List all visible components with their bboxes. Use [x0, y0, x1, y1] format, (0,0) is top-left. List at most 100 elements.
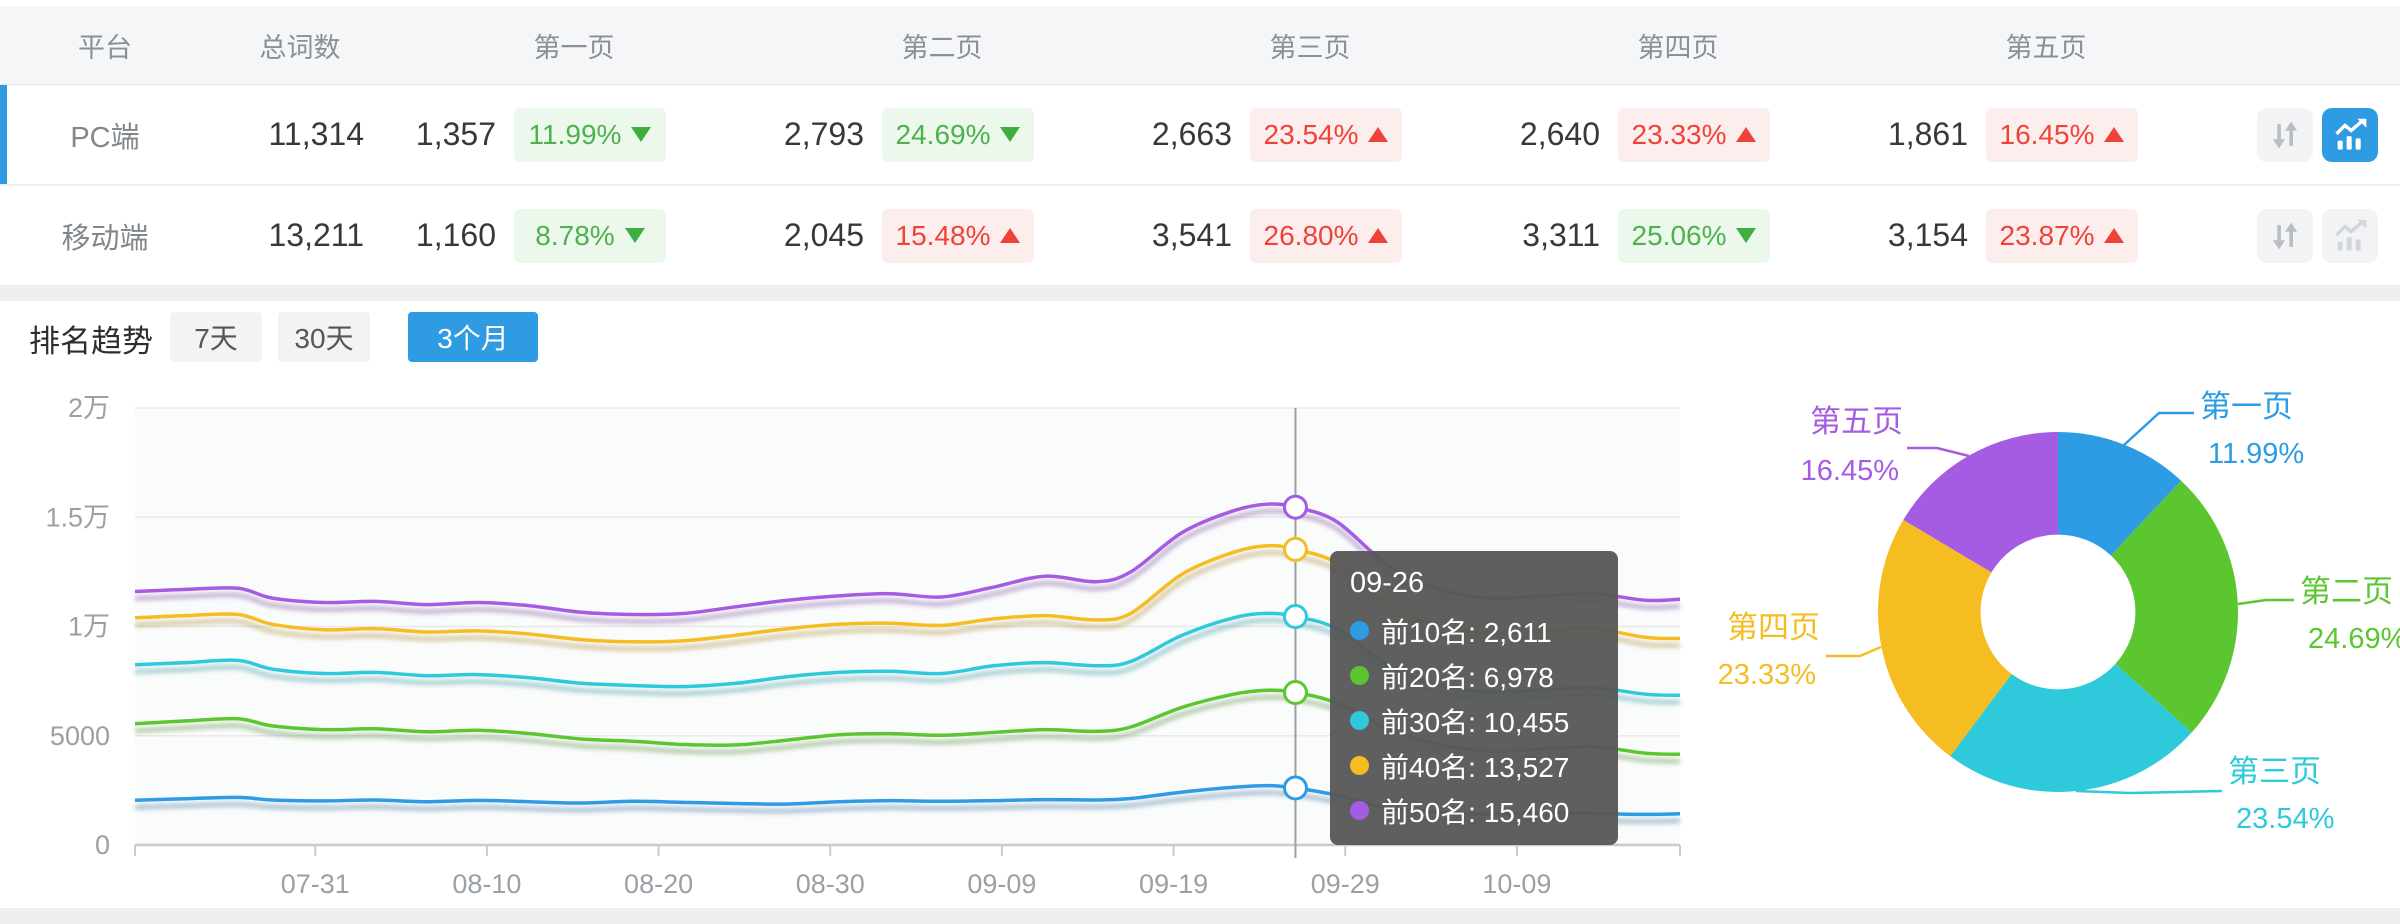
x-axis-label: 08-30 [796, 869, 865, 899]
table-row-mobile[interactable]: 移动端 13,211 1,160 8.78% 2,045 15.48% 3,541 26.80… [0, 186, 2400, 287]
tab-3m[interactable]: 3个月 [408, 312, 538, 362]
page-value: 3,311 [1522, 217, 1600, 253]
trend-chart-button[interactable] [2322, 208, 2378, 263]
pct-change-badge: 26.80% [1250, 208, 1402, 263]
label-leader-line [1826, 645, 1882, 658]
page-2-cell: 2,793 24.69% [758, 107, 1126, 162]
y-axis-label: 2万 [68, 393, 110, 423]
pct-value: 25.06% [1631, 219, 1727, 251]
header-cell-page-1: 第一页 [533, 32, 615, 63]
trend-title: 排名趋势 [29, 324, 153, 359]
pct-change-badge: 25.06% [1618, 208, 1770, 263]
x-axis-label: 07-31 [281, 869, 350, 899]
page-3-cell: 2,663 23.54% [1126, 107, 1494, 162]
page-value: 3,154 [1887, 217, 1968, 253]
platform-cell: 移动端 [61, 222, 149, 255]
donut-label-pct: 16.45% [1801, 455, 1899, 487]
arrow-up-icon [2104, 228, 2125, 243]
donut-slice-第四页[interactable] [1878, 519, 2012, 757]
y-axis-label: 1万 [68, 612, 110, 642]
pct-value: 24.69% [895, 118, 991, 150]
header-cell-page-2: 第二页 [901, 32, 983, 63]
platform-cell: PC端 [70, 121, 140, 154]
page-distribution-donut-chart: 第一页 11.99% 第二页 24.69% 第三页 23.54% 第四页 23.33% 第五页 1… [1718, 389, 2400, 835]
y-axis-label: 1.5万 [45, 502, 110, 532]
arrow-down-icon [624, 228, 645, 243]
page-value: 2,793 [783, 116, 864, 152]
page-4-cell: 3,311 25.06% [1494, 208, 1862, 263]
tab-30d[interactable]: 30天 [278, 312, 370, 362]
header-cell-page-4: 第四页 [1637, 32, 1719, 63]
label-leader-line [2237, 598, 2294, 606]
pct-value: 23.54% [1263, 118, 1359, 150]
hover-marker-前50名 [1282, 494, 1308, 520]
total-words-cell: 11,314 [268, 116, 365, 152]
donut-label-pct: 23.33% [1718, 659, 1816, 691]
pct-value: 23.87% [1999, 219, 2095, 251]
donut-slice-第三页[interactable] [1950, 663, 2192, 792]
header-cell-platform: 平台 [78, 32, 132, 63]
pct-value: 26.80% [1263, 219, 1359, 251]
arrow-up-icon [1368, 228, 1389, 243]
donut-label-name: 第一页 [2200, 389, 2293, 424]
x-axis-label: 08-10 [452, 869, 521, 899]
donut-label-pct: 24.69% [2308, 623, 2400, 655]
donut-label-pct: 23.54% [2236, 803, 2334, 835]
row-actions [2230, 208, 2400, 263]
pct-change-badge: 11.99% [514, 107, 666, 162]
header-cell-page-3: 第三页 [1269, 32, 1351, 63]
pct-value: 8.78% [535, 219, 615, 251]
label-leader-line [2075, 789, 2223, 795]
donut-slice-第一页[interactable] [2058, 432, 2182, 556]
page-value: 2,663 [1151, 116, 1232, 152]
arrow-down-icon [1000, 127, 1021, 142]
pct-change-badge: 23.54% [1250, 107, 1402, 162]
y-axis-label: 0 [95, 830, 110, 860]
page-1-cell: 1,357 11.99% [390, 107, 758, 162]
pct-value: 23.33% [1631, 118, 1727, 150]
donut-label-name: 第四页 [1727, 610, 1820, 645]
page-5-cell: 1,861 16.45% [1862, 107, 2230, 162]
sort-button[interactable] [2257, 208, 2313, 263]
page-1-cell: 1,160 8.78% [390, 208, 758, 263]
total-words-cell: 13,211 [268, 217, 365, 253]
arrow-down-icon [1736, 228, 1757, 243]
hover-marker-前40名 [1282, 536, 1308, 562]
tab-7d[interactable]: 7天 [170, 312, 262, 362]
trend-chart-button[interactable] [2322, 107, 2378, 162]
trend-chart-icon [2335, 118, 2367, 150]
page-3-cell: 3,541 26.80% [1126, 208, 1494, 263]
pct-change-badge: 16.45% [1986, 107, 2138, 162]
page-value: 2,045 [783, 217, 864, 253]
x-axis-label: 09-29 [1311, 869, 1380, 899]
page-value: 3,541 [1151, 217, 1232, 253]
hover-marker-前10名 [1282, 775, 1308, 801]
x-axis-label: 10-09 [1482, 869, 1551, 899]
keyword-rank-table-panel: 平台 总词数 第一页 第二页 第三页 第四页 第五页 PC端 11,314 1,357 11.99… [0, 0, 2400, 287]
donut-label-pct: 11.99% [2208, 438, 2304, 470]
donut-label-name: 第二页 [2300, 574, 2393, 609]
x-axis-label: 09-19 [1139, 869, 1208, 899]
page-5-cell: 3,154 23.87% [1862, 208, 2230, 263]
x-axis-label: 09-09 [967, 869, 1036, 899]
pct-change-badge: 15.48% [882, 208, 1034, 263]
page-value: 1,357 [415, 116, 496, 152]
arrow-up-icon [1000, 228, 1021, 243]
pct-change-badge: 24.69% [882, 107, 1034, 162]
arrow-up-icon [1368, 127, 1389, 142]
x-axis-label: 08-20 [624, 869, 693, 899]
label-leader-line [1907, 446, 1970, 458]
page-value: 1,160 [415, 217, 496, 253]
header-cell-total: 总词数 [259, 32, 341, 63]
trend-chart-icon [2335, 219, 2367, 251]
pct-change-badge: 23.33% [1618, 107, 1770, 162]
page-value: 1,861 [1887, 116, 1968, 152]
table-row-pc[interactable]: PC端 11,314 1,357 11.99% 2,793 24.69% 2,663 23.5… [0, 85, 2400, 186]
donut-slice-第二页[interactable] [2110, 480, 2238, 733]
page-value: 2,640 [1519, 116, 1600, 152]
pct-value: 11.99% [528, 118, 622, 150]
row-actions [2230, 107, 2400, 162]
label-leader-line [2123, 411, 2194, 446]
sort-button[interactable] [2257, 107, 2313, 162]
donut-slice-第五页[interactable] [1903, 432, 2058, 573]
